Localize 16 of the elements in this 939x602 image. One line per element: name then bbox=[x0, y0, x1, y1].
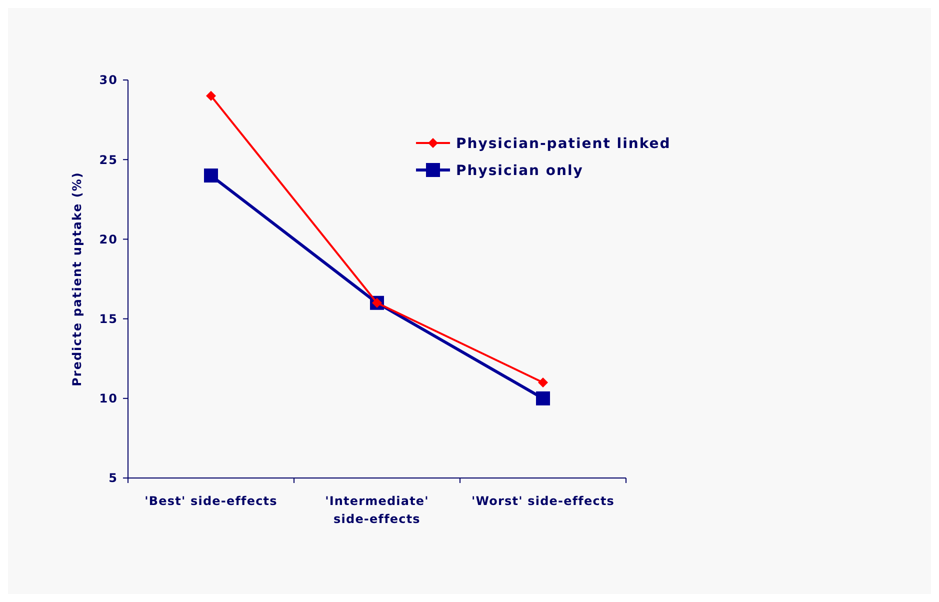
legend-label: Physician-patient linked bbox=[456, 136, 671, 152]
x-tick-label: 'Intermediate' side-effects bbox=[325, 494, 429, 526]
point bbox=[206, 90, 216, 101]
point bbox=[204, 168, 218, 183]
y-tick-label: 30 bbox=[99, 73, 118, 88]
y-axis-title: Predicte patient uptake (%) bbox=[70, 172, 84, 386]
y-tick-label: 15 bbox=[99, 312, 118, 326]
y-tick-label: 5 bbox=[108, 471, 118, 486]
point bbox=[536, 391, 550, 406]
legend-label: Physician only bbox=[456, 162, 584, 179]
x-tick-label: 'Best' side-effects bbox=[144, 494, 278, 508]
x-tick-label: 'Worst' side-effects bbox=[471, 494, 615, 508]
point bbox=[538, 377, 548, 388]
y-tick-label: 25 bbox=[99, 152, 118, 167]
y-tick-label: 10 bbox=[99, 392, 118, 406]
y-tick-label: 20 bbox=[99, 232, 118, 246]
